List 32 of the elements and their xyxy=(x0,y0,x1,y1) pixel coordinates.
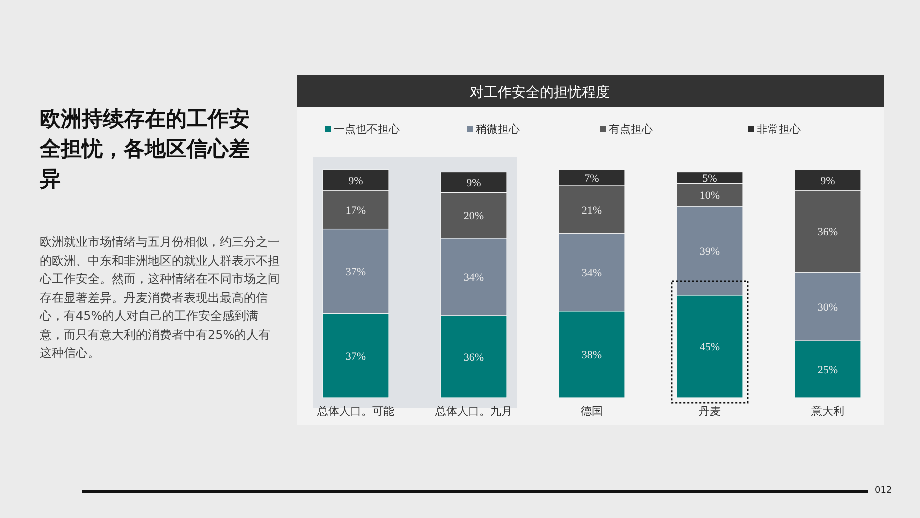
legend-label: 稍微担心 xyxy=(476,123,520,136)
data-label: 30% xyxy=(818,302,838,314)
data-label: 7% xyxy=(584,172,600,185)
data-label: 39% xyxy=(700,246,720,258)
x-tick-label: 总体人口。可能 xyxy=(316,405,394,418)
text: 012 xyxy=(875,486,892,496)
data-label: 9% xyxy=(466,178,482,190)
x-tick-label: 总体人口。九月 xyxy=(434,405,512,418)
data-label: 36% xyxy=(818,226,838,239)
x-tick-label: 丹麦 xyxy=(699,405,721,418)
data-label: 17% xyxy=(346,204,366,217)
data-label: 10% xyxy=(700,190,720,202)
data-label: 34% xyxy=(582,268,602,280)
data-label: 36% xyxy=(464,352,484,364)
text: 欧洲持续存在的工作安全担忧，各地区信心差异 xyxy=(40,106,251,193)
data-label: 37% xyxy=(346,350,366,363)
data-label: 5% xyxy=(702,172,718,185)
legend-label: 有点担心 xyxy=(609,123,653,136)
data-label: 9% xyxy=(348,175,364,188)
data-label: 21% xyxy=(582,204,602,217)
x-tick-label: 德国 xyxy=(581,405,603,418)
text: 欧洲就业市场情绪与五月份相似，约三分之一的欧洲、中东和非洲地区的就业人群表示不担心工作安全。然而，这种情绪在不同市场之间存在显著差异。丹麦消费者表现出最高的信心，有45%的人对自己的工作安全感到满意，而只有意大利的消费者中有25%的人有这种信心。 xyxy=(40,234,280,362)
data-label: 45% xyxy=(700,342,720,354)
data-label: 34% xyxy=(464,272,484,284)
x-tick-label: 意大利 xyxy=(810,405,844,418)
data-label: 38% xyxy=(582,350,602,362)
legend-label: 非常担心 xyxy=(757,123,801,136)
data-label: 9% xyxy=(820,175,836,188)
chart-title: 对工作安全的担忧程度 xyxy=(470,85,610,101)
data-label: 25% xyxy=(818,364,838,376)
data-label: 37% xyxy=(346,266,366,278)
data-label: 20% xyxy=(464,210,484,223)
